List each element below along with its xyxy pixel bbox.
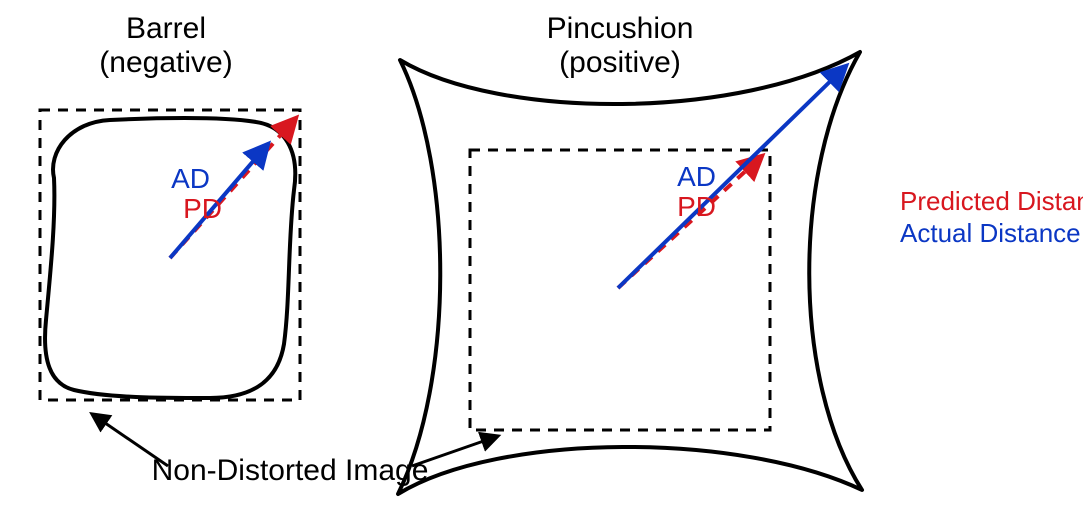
pincushion-ad-arrow <box>618 66 846 288</box>
pincushion-pd-label: PD <box>677 191 716 222</box>
pincushion-title-line2: (positive) <box>559 46 681 79</box>
pincushion-group: Pincushion (positive) AD PD <box>398 12 862 494</box>
barrel-title-line1: Barrel <box>126 12 206 45</box>
legend-predicted-distance: Predicted Distance <box>900 186 1083 216</box>
barrel-pd-label: PD <box>183 193 222 224</box>
non-distorted-caption: Non-Distorted Image <box>152 454 429 487</box>
barrel-ad-label: AD <box>171 163 210 194</box>
pincushion-title-line1: Pincushion <box>547 12 694 45</box>
barrel-group: Barrel (negative) AD PD <box>40 12 300 400</box>
barrel-title-line2: (negative) <box>99 46 232 79</box>
legend-actual-distance: Actual Distance <box>900 218 1081 248</box>
pincushion-undistorted-box <box>470 150 770 430</box>
pincushion-ad-label: AD <box>677 161 716 192</box>
